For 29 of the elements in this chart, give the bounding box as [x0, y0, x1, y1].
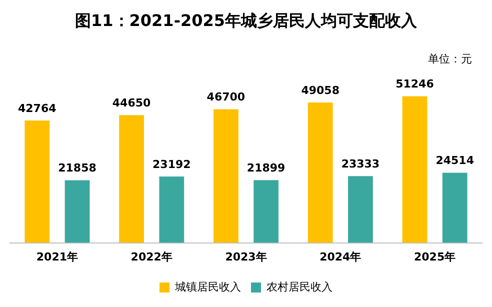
- x-tick-label: 2024年: [320, 250, 362, 264]
- bar: [119, 115, 144, 243]
- bar: [64, 180, 90, 243]
- data-label: 44650: [112, 96, 152, 110]
- chart-title: 图11：2021-2025年城乡居民人均可支配收入: [75, 10, 418, 30]
- bar: [24, 120, 50, 243]
- x-tick-label: 2021年: [36, 250, 78, 264]
- data-label: 46700: [206, 90, 246, 104]
- x-tick-label: 2023年: [225, 250, 267, 264]
- bar: [348, 176, 373, 243]
- bar: [442, 172, 468, 243]
- data-label: 42764: [18, 102, 57, 115]
- data-label: 24514: [436, 154, 474, 168]
- data-label: 21858: [58, 162, 96, 175]
- bar: [402, 96, 428, 243]
- data-label: 21899: [246, 162, 286, 175]
- data-label: 23333: [341, 157, 380, 170]
- bar: [159, 176, 184, 243]
- legend-label: 农村居民收入: [266, 280, 332, 294]
- text: 单位：元: [428, 52, 472, 66]
- bar: [254, 180, 278, 243]
- x-tick-label: 2025年: [414, 250, 456, 264]
- data-label: 51246: [396, 78, 434, 91]
- data-label: 49058: [301, 84, 340, 97]
- bar: [308, 102, 333, 243]
- x-tick-label: 2022年: [130, 250, 172, 264]
- bar: [214, 109, 238, 243]
- data-label: 23192: [152, 158, 191, 171]
- legend-label: 城镇居民收入: [174, 280, 241, 294]
